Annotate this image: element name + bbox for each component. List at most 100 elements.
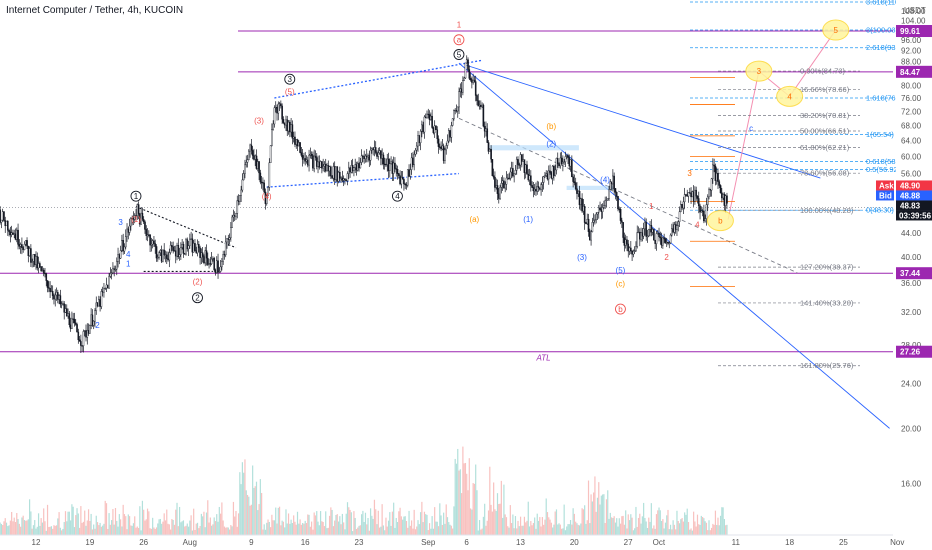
volume-bar (668, 529, 670, 535)
candle-body (436, 129, 439, 140)
wedge-top[interactable] (274, 59, 483, 99)
candle-body (227, 238, 230, 240)
channel-upper[interactable] (466, 64, 821, 179)
candle-body (251, 150, 254, 156)
level-tag-label: 37.44 (900, 269, 921, 278)
candle-body (101, 291, 104, 293)
candle-body (380, 150, 382, 159)
candle-body (571, 159, 573, 178)
volume-bar (409, 525, 411, 535)
candle-body (145, 229, 148, 236)
candle-body (583, 206, 586, 223)
volume-bar (307, 514, 309, 535)
candle-body (106, 284, 109, 289)
candle-body (80, 341, 82, 346)
candle-body (394, 162, 396, 169)
volume-bar (196, 522, 199, 535)
volume-bar (327, 527, 329, 535)
candle-body (196, 244, 199, 254)
volume-bar (609, 512, 611, 535)
volume-bar (132, 523, 135, 535)
candle-body (562, 161, 564, 164)
volume-bar (22, 515, 24, 535)
candle-body (512, 168, 514, 177)
channel-mid[interactable] (458, 117, 798, 274)
candle-body (656, 233, 659, 235)
candle-body (142, 219, 145, 223)
candle-body (431, 115, 433, 128)
volume-bar (57, 518, 59, 535)
candle-body (660, 237, 663, 246)
candle-body (183, 253, 186, 255)
target-ellipse[interactable] (706, 210, 734, 232)
candle-body (700, 210, 703, 213)
candle-body (278, 103, 281, 105)
volume-bar (378, 527, 381, 535)
volume-bar (596, 497, 599, 535)
candle-body (726, 195, 728, 204)
channel-lower[interactable] (458, 62, 890, 429)
volume-bar (486, 520, 488, 535)
candle-body (10, 232, 13, 236)
candle-body (721, 192, 723, 199)
candle-body (92, 320, 95, 326)
zone-box (489, 145, 579, 151)
target-ellipse[interactable] (776, 85, 804, 107)
candle-body (36, 256, 39, 269)
candle-body (108, 276, 110, 289)
volume-bar (245, 490, 247, 535)
volume-bar (170, 529, 172, 535)
y-tick-label: 96.00 (901, 36, 922, 45)
wedge-bottom[interactable] (266, 172, 459, 188)
candle-body (358, 163, 360, 169)
candle-body (530, 175, 532, 186)
volume-bar (577, 524, 579, 535)
candle-body (628, 247, 631, 252)
candle-body (148, 234, 150, 236)
volume-bar (435, 521, 437, 535)
volume-bar (45, 530, 47, 535)
candle-body (408, 169, 410, 177)
candle-body (249, 144, 251, 152)
volume-bar (216, 514, 218, 535)
volume-bar (381, 504, 383, 535)
volume-bar (511, 523, 513, 535)
volume-bar (94, 528, 96, 535)
volume-bar (98, 525, 100, 535)
candle-body (230, 227, 232, 238)
wave-circle (614, 303, 626, 315)
volume-bar (194, 529, 196, 535)
candle-body (646, 235, 649, 237)
candle-body (496, 185, 499, 194)
wave-circle (453, 34, 465, 46)
volume-bar (386, 526, 388, 535)
candle-body (42, 269, 45, 274)
candle-body (163, 249, 165, 256)
candle-body (404, 183, 407, 185)
target-ellipse[interactable] (822, 19, 850, 41)
candle-body (331, 175, 333, 179)
candle-body (710, 178, 713, 191)
candle-body (462, 80, 464, 93)
candle-body (704, 218, 706, 222)
candle-body (401, 177, 404, 180)
candle-body (491, 159, 494, 176)
volume-bar (48, 526, 50, 535)
candle-body (524, 164, 527, 173)
wave-circle (130, 190, 142, 202)
volume-bar (459, 469, 461, 535)
volume-bar (617, 526, 619, 535)
projection-path[interactable] (727, 29, 837, 220)
volume-bar (680, 519, 682, 535)
candle-body (85, 330, 87, 338)
volume-bar (89, 520, 91, 535)
volume-bar (262, 529, 264, 535)
target-ellipse[interactable] (745, 60, 773, 82)
volume-bar (222, 520, 224, 535)
candle-body (667, 242, 669, 244)
y-tick-label: 76.00 (901, 94, 922, 103)
volume-bar (468, 458, 470, 535)
candle-body (399, 175, 401, 185)
volume-bar (714, 510, 717, 535)
